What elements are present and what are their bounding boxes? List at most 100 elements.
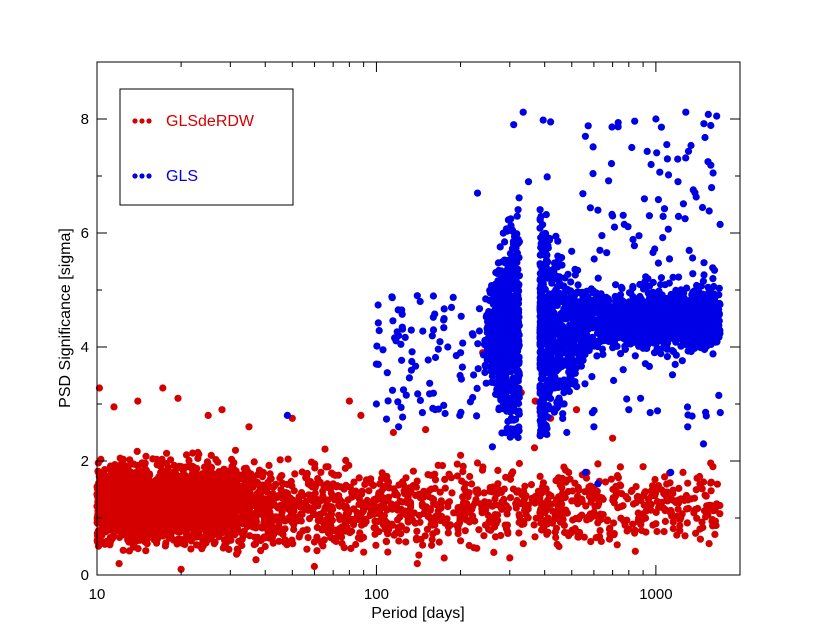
point-gls bbox=[500, 379, 508, 387]
point-glsderdw bbox=[428, 541, 436, 549]
point-glsderdw bbox=[195, 529, 203, 537]
point-glsderdw bbox=[310, 562, 318, 571]
point-glsderdw bbox=[227, 521, 235, 530]
point-glsderdw bbox=[307, 458, 316, 466]
point-glsderdw bbox=[124, 466, 132, 474]
point-gls bbox=[482, 363, 490, 371]
point-glsderdw bbox=[188, 474, 196, 482]
point-glsderdw bbox=[568, 497, 576, 505]
point-glsderdw bbox=[176, 528, 184, 536]
point-glsderdw bbox=[269, 539, 277, 547]
point-gls bbox=[511, 298, 519, 307]
point-glsderdw bbox=[329, 480, 337, 488]
point-gls bbox=[515, 272, 524, 280]
point-glsderdw bbox=[183, 498, 191, 506]
point-glsderdw bbox=[129, 497, 137, 505]
point-glsderdw bbox=[345, 397, 353, 405]
series-gls bbox=[283, 108, 724, 488]
point-glsderdw bbox=[189, 464, 197, 472]
point-glsderdw bbox=[94, 459, 102, 467]
point-glsderdw bbox=[179, 467, 187, 475]
point-glsderdw bbox=[134, 462, 142, 470]
point-glsderdw bbox=[653, 527, 661, 536]
point-glsderdw bbox=[350, 505, 358, 513]
point-gls bbox=[543, 173, 551, 181]
point-glsderdw bbox=[174, 394, 182, 402]
point-glsderdw bbox=[317, 468, 325, 476]
point-glsderdw bbox=[430, 499, 438, 507]
point-glsderdw bbox=[158, 497, 166, 505]
point-glsderdw bbox=[454, 525, 462, 533]
point-glsderdw bbox=[322, 518, 330, 526]
point-glsderdw bbox=[285, 495, 293, 503]
point-glsderdw bbox=[376, 506, 384, 514]
point-glsderdw bbox=[605, 535, 614, 543]
point-glsderdw bbox=[106, 499, 114, 507]
point-glsderdw bbox=[193, 503, 201, 511]
point-glsderdw bbox=[149, 524, 157, 533]
point-glsderdw bbox=[258, 524, 266, 532]
point-glsderdw bbox=[367, 479, 375, 487]
point-glsderdw bbox=[140, 461, 149, 469]
point-glsderdw bbox=[276, 456, 284, 464]
point-glsderdw bbox=[132, 468, 140, 477]
point-glsderdw bbox=[268, 528, 276, 536]
point-glsderdw bbox=[512, 504, 520, 512]
point-glsderdw bbox=[565, 468, 573, 477]
point-gls bbox=[497, 396, 505, 404]
point-glsderdw bbox=[340, 485, 348, 493]
point-glsderdw bbox=[323, 503, 331, 511]
point-glsderdw bbox=[531, 533, 539, 541]
point-glsderdw bbox=[444, 503, 452, 511]
point-glsderdw bbox=[454, 504, 462, 512]
point-glsderdw bbox=[638, 526, 646, 535]
point-gls bbox=[497, 267, 505, 275]
point-glsderdw bbox=[422, 426, 430, 434]
point-glsderdw bbox=[194, 448, 202, 457]
point-glsderdw bbox=[674, 499, 683, 507]
point-gls bbox=[514, 427, 522, 435]
point-gls bbox=[514, 206, 522, 214]
point-glsderdw bbox=[624, 495, 632, 503]
point-glsderdw bbox=[466, 472, 474, 481]
point-glsderdw bbox=[531, 492, 540, 500]
point-gls bbox=[511, 237, 519, 245]
point-glsderdw bbox=[238, 508, 246, 516]
point-glsderdw bbox=[203, 504, 212, 512]
point-glsderdw bbox=[303, 545, 311, 553]
point-glsderdw bbox=[357, 516, 365, 524]
point-glsderdw bbox=[297, 517, 305, 525]
point-glsderdw bbox=[142, 547, 150, 555]
point-glsderdw bbox=[183, 531, 191, 539]
point-gls bbox=[505, 353, 513, 361]
point-glsderdw bbox=[515, 459, 524, 468]
point-glsderdw bbox=[530, 521, 538, 529]
point-glsderdw bbox=[244, 496, 252, 504]
point-glsderdw bbox=[473, 544, 481, 552]
point-glsderdw bbox=[360, 548, 368, 556]
point-glsderdw bbox=[252, 540, 260, 548]
point-glsderdw bbox=[99, 515, 107, 523]
point-glsderdw bbox=[422, 503, 430, 511]
point-glsderdw bbox=[413, 527, 421, 535]
point-glsderdw bbox=[382, 537, 390, 545]
point-glsderdw bbox=[471, 517, 479, 525]
point-gls bbox=[499, 288, 507, 296]
point-glsderdw bbox=[301, 505, 309, 513]
point-glsderdw bbox=[103, 493, 111, 501]
point-glsderdw bbox=[133, 447, 141, 455]
point-glsderdw bbox=[127, 505, 135, 513]
point-glsderdw bbox=[468, 480, 476, 488]
point-glsderdw bbox=[136, 531, 144, 539]
point-glsderdw bbox=[104, 507, 112, 515]
point-glsderdw bbox=[215, 531, 223, 539]
point-glsderdw bbox=[566, 475, 574, 483]
point-gls bbox=[497, 348, 505, 356]
point-glsderdw bbox=[407, 503, 415, 511]
point-glsderdw bbox=[713, 480, 722, 488]
point-glsderdw bbox=[693, 474, 701, 482]
point-gls bbox=[495, 406, 503, 414]
point-glsderdw bbox=[701, 491, 709, 499]
point-gls bbox=[498, 388, 506, 396]
point-glsderdw bbox=[169, 469, 177, 478]
